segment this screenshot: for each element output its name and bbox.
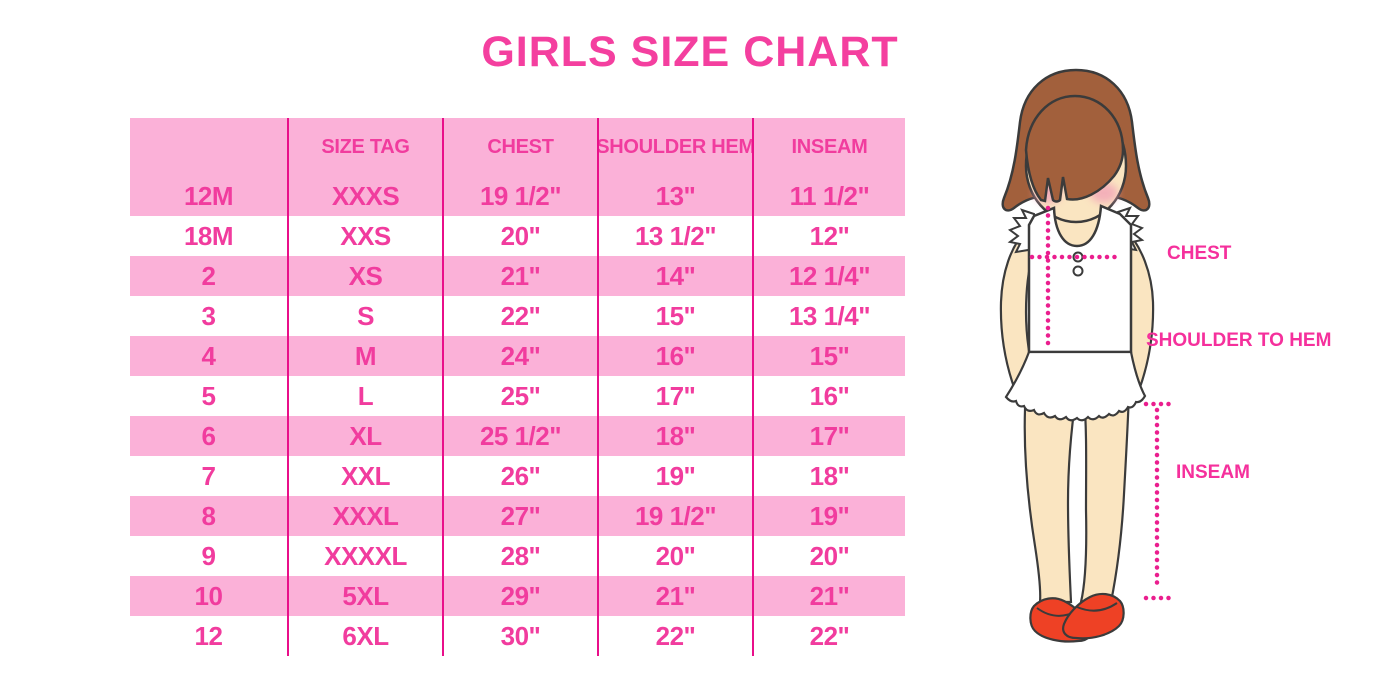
cell-inseam: 19" (752, 496, 905, 536)
cell-chest: 20" (442, 216, 597, 256)
cell-shoulder-hem: 17" (597, 376, 752, 416)
cell-chest: 25" (442, 376, 597, 416)
header-cell-inseam: INSEAM (752, 118, 905, 176)
table-row: 8 XXXL 27" 19 1/2" 19" (130, 496, 905, 536)
cell-size-tag: XXL (287, 456, 442, 496)
cell-size: 8 (201, 500, 216, 531)
cell-size: 9 (201, 540, 216, 571)
cell-inseam: 18" (752, 456, 905, 496)
cell-size-tag: XXXL (287, 496, 442, 536)
cell-size: 18M (183, 220, 234, 251)
girl-illustration (999, 68, 1172, 643)
shoe-right-strap (1076, 602, 1118, 612)
table-row: 9 XXXXL 28" 20" 20" (130, 536, 905, 576)
header-cell-chest: CHEST (442, 118, 597, 176)
cell-chest: 28" (442, 536, 597, 576)
cell-shoulder-hem: 13 1/2" (597, 216, 752, 256)
cell-chest: 29" (442, 576, 597, 616)
bangs (1024, 94, 1125, 203)
cell-shoulder-hem: 16" (597, 336, 752, 376)
table-row: 5 L 25" 17" 16" (130, 376, 905, 416)
table-header-row: SIZE TAG CHEST SHOULDER HEM INSEAM (130, 118, 905, 176)
cell-inseam: 17" (752, 416, 905, 456)
cell-size-tag: S (287, 296, 442, 336)
cell-shoulder-hem: 18" (597, 416, 752, 456)
cell-size: 7 (201, 460, 216, 491)
cell-shoulder-hem: 21" (597, 576, 752, 616)
cell-size-tag: XS (287, 256, 442, 296)
header-cell-shoulder-hem: SHOULDER HEM (597, 118, 752, 176)
table-row: 4 M 24" 16" 15" (130, 336, 905, 376)
cell-size-tag: L (287, 376, 442, 416)
cell-inseam: 13 1/4" (752, 296, 905, 336)
cell-inseam: 16" (752, 376, 905, 416)
cell-size: 12 (194, 620, 223, 651)
table-row: 12 6XL 30" 22" 22" (130, 616, 905, 656)
cell-shoulder-hem: 19 1/2" (597, 496, 752, 536)
page-title: GIRLS SIZE CHART (481, 28, 899, 76)
table-row: 7 XXL 26" 19" 18" (130, 456, 905, 496)
cell-size-tag: XXXXL (287, 536, 442, 576)
girls-size-table: SIZE TAG CHEST SHOULDER HEM INSEAM 12M XX… (130, 118, 905, 656)
table-row: 18M XXS 20" 13 1/2" 12" (130, 216, 905, 256)
cell-chest: 30" (442, 616, 597, 656)
cell-shoulder-hem: 14" (597, 256, 752, 296)
table-row: 12M XXXS 19 1/2" 13" 11 1/2" (130, 176, 905, 216)
dress-bodice (1027, 204, 1133, 354)
table-row: 6 XL 25 1/2" 18" 17" (130, 416, 905, 456)
cell-inseam: 11 1/2" (752, 176, 905, 216)
cell-inseam: 12" (752, 216, 905, 256)
table-row: 3 S 22" 15" 13 1/4" (130, 296, 905, 336)
table-row: 10 5XL 29" 21" 21" (130, 576, 905, 616)
cell-inseam: 20" (752, 536, 905, 576)
cell-shoulder-hem: 19" (597, 456, 752, 496)
cell-size: 5 (201, 380, 216, 411)
cell-size: 3 (201, 300, 216, 331)
cell-size-tag: XXXS (287, 176, 442, 216)
table-row: 2 XS 21" 14" 12 1/4" (130, 256, 905, 296)
label-inseam: INSEAM (1176, 462, 1250, 483)
cell-chest: 25 1/2" (442, 416, 597, 456)
cell-inseam: 12 1/4" (752, 256, 905, 296)
cell-size-tag: 5XL (287, 576, 442, 616)
cell-size-tag: XXS (287, 216, 442, 256)
shoe-right (1062, 592, 1125, 640)
header-cell-size (130, 118, 287, 176)
leg-left (1023, 388, 1078, 604)
cell-shoulder-hem: 13" (597, 176, 752, 216)
label-shoulder-to-hem: SHOULDER TO HEM (1146, 330, 1332, 351)
cell-shoulder-hem: 20" (597, 536, 752, 576)
leg-right (1079, 390, 1131, 604)
cell-inseam: 21" (752, 576, 905, 616)
button-bottom (1072, 265, 1084, 277)
cell-chest: 19 1/2" (442, 176, 597, 216)
cell-inseam: 15" (752, 336, 905, 376)
cell-size: 4 (201, 340, 216, 371)
cell-size: 12M (183, 180, 234, 211)
cell-shoulder-hem: 22" (597, 616, 752, 656)
cell-size-tag: M (287, 336, 442, 376)
label-chest: CHEST (1167, 243, 1232, 264)
cell-size-tag: XL (287, 416, 442, 456)
cell-chest: 24" (442, 336, 597, 376)
cell-chest: 27" (442, 496, 597, 536)
cell-size: 6 (201, 420, 216, 451)
cell-chest: 21" (442, 256, 597, 296)
cell-size: 10 (194, 580, 223, 611)
cell-chest: 22" (442, 296, 597, 336)
header-cell-size-tag: SIZE TAG (287, 118, 442, 176)
cell-size: 2 (201, 260, 216, 291)
cell-size-tag: 6XL (287, 616, 442, 656)
cell-shoulder-hem: 15" (597, 296, 752, 336)
cell-chest: 26" (442, 456, 597, 496)
cell-inseam: 22" (752, 616, 905, 656)
dress-skirt (1004, 350, 1147, 422)
